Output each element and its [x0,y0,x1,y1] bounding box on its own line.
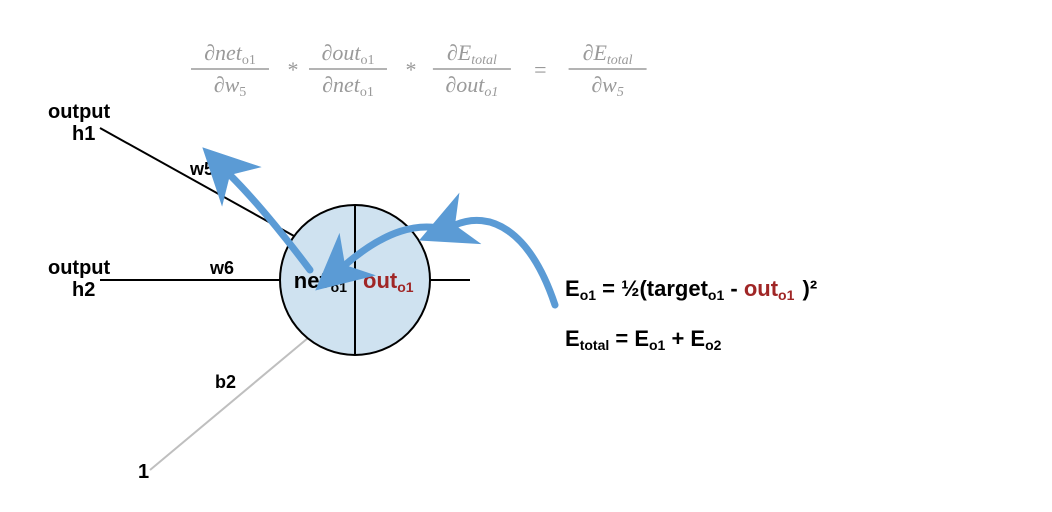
chain-term: ∂Etotal [447,40,497,68]
chain-term: ∂outo1 [322,40,375,68]
svg-text:*: * [288,57,299,82]
label-bias-1: 1 [138,461,149,483]
eq-e-total: Etotal = Eo1 + Eo2 [565,326,722,353]
svg-text:*: * [406,57,417,82]
flow-arrow-1 [230,175,310,270]
label-h1: h1 [72,123,95,145]
label-output-h2: output [48,257,111,279]
label-w6: w6 [209,258,234,278]
svg-text:∂neto1: ∂neto1 [322,72,374,100]
label-w5: w5 [189,159,214,179]
chain-term: ∂neto1 [204,40,256,68]
edge [150,338,308,470]
chain-term: ∂Etotal [583,40,633,68]
svg-text:∂outo1: ∂outo1 [445,72,498,100]
label-output-h1: output [48,101,111,123]
eq-e-o1: Eo1 = ½(targeto1 - outo1 )² [565,276,817,303]
svg-text:∂w5: ∂w5 [591,72,624,100]
svg-text:=: = [534,57,546,82]
edge [100,128,294,236]
label-b2: b2 [215,372,236,392]
label-h2: h2 [72,279,95,301]
flow-arrow-3 [455,220,555,305]
svg-text:∂w5: ∂w5 [214,72,247,100]
